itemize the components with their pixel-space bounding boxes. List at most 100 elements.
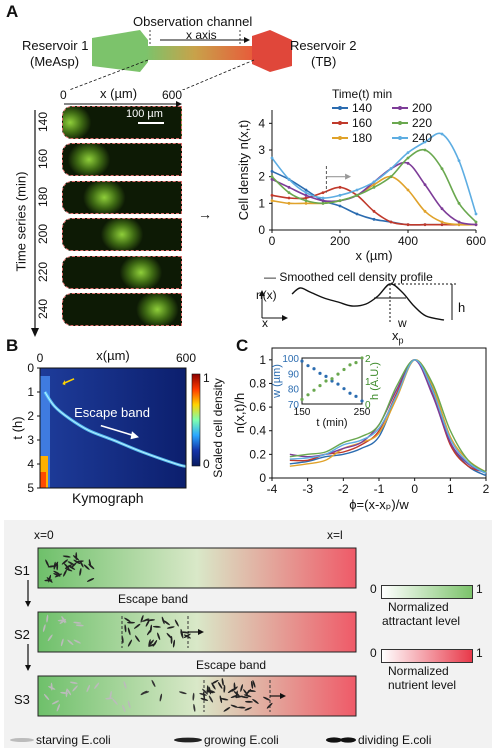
- time-tick-label: 240: [36, 298, 50, 320]
- cell-legend-icons: [10, 737, 356, 743]
- series-220-point: [355, 193, 359, 197]
- y-axis-label: n(x,t)/h: [232, 393, 247, 433]
- legend-marker: [398, 136, 402, 140]
- series-160-point: [406, 223, 410, 227]
- inset-point: [300, 397, 304, 401]
- inset-point: [348, 391, 352, 395]
- ecoli-cell: [161, 616, 165, 625]
- series-240-point: [270, 156, 274, 160]
- ecoli-cell: [60, 691, 69, 694]
- inset-y-tick-label: 90: [288, 369, 300, 380]
- y-tick-label: 0: [27, 361, 34, 375]
- ecoli-cell: [83, 564, 90, 570]
- series-220-point: [440, 167, 444, 171]
- series-240-point: [457, 159, 461, 163]
- series-240-point: [287, 177, 291, 181]
- series-220-point: [389, 175, 393, 179]
- ecoli-cell: [230, 704, 239, 708]
- ecoli-cell: [79, 567, 82, 576]
- series-160-point: [423, 223, 427, 227]
- ecoli-cell: [152, 625, 161, 628]
- sketch-x-arrowhead: [282, 315, 288, 321]
- series-160-point: [304, 196, 308, 200]
- micro-x-arrow: [64, 101, 182, 107]
- profile-xp: xp: [392, 328, 404, 346]
- panel-c-letter: C: [236, 336, 249, 355]
- ecoli-cell: [60, 638, 64, 647]
- x-tick-label: -4: [267, 482, 278, 496]
- x-tick-label: 600: [176, 351, 196, 365]
- panel-b-letter: B: [6, 336, 19, 355]
- inset-point: [330, 377, 334, 381]
- series-180-point: [457, 223, 461, 227]
- series-160-point: [321, 191, 325, 195]
- series-240-point: [355, 188, 359, 192]
- ecoli-cell: [159, 693, 163, 702]
- ecoli-cell: [146, 628, 152, 636]
- ecoli-cell: [166, 626, 175, 629]
- attractant-lo: 0: [370, 582, 377, 596]
- ecoli-cell: [252, 680, 256, 688]
- ecoli-cell: [123, 681, 127, 689]
- schematic-x0: x=0: [34, 528, 54, 542]
- series-160-point: [338, 185, 342, 189]
- ecoli-cell: [133, 623, 141, 629]
- inset-point: [312, 388, 316, 392]
- ecoli-cell: [51, 700, 60, 705]
- ecoli-cell: [56, 704, 61, 712]
- series-220-point: [474, 220, 478, 224]
- series-220-point: [423, 148, 427, 152]
- series-180-point: [423, 209, 427, 213]
- ecoli-cell: [181, 631, 190, 634]
- ecoli-cell: [219, 695, 223, 704]
- ecoli-cell: [211, 680, 219, 685]
- series-180-point: [372, 183, 376, 187]
- legend-label: 240: [412, 131, 432, 145]
- nutrient-label-2: nutrient level: [388, 678, 457, 692]
- ecoli-cell: [62, 555, 71, 558]
- x-axis-label: x (µm): [355, 248, 392, 263]
- time-axis-arrow: [31, 110, 39, 337]
- series-240-point: [406, 151, 410, 155]
- time-tick-label: 140: [36, 111, 50, 133]
- escape-band-core: [44, 391, 187, 467]
- x-tick-label: 0: [411, 482, 418, 496]
- series-140-point: [355, 212, 359, 216]
- ecoli-cell: [43, 693, 50, 701]
- dividing-ecoli-icon: [326, 737, 342, 743]
- series-160-point: [372, 209, 376, 213]
- ecoli-cell: [163, 620, 170, 626]
- collapse-series-line: [289, 359, 487, 473]
- inset-y-tick-label: 70: [288, 400, 300, 411]
- legend-dividing: dividing E.coli: [358, 733, 432, 747]
- series-180-point: [304, 201, 308, 205]
- inset-point: [342, 387, 346, 391]
- series-160-point: [287, 196, 291, 200]
- x-tick-label: -2: [338, 482, 349, 496]
- stage-s1: S1: [14, 563, 30, 578]
- ecoli-cell: [178, 691, 187, 695]
- ecoli-cell: [124, 624, 127, 633]
- escape-band-arrowhead: [130, 431, 139, 440]
- inset-point: [354, 394, 358, 398]
- marker-arrowhead: [345, 173, 352, 180]
- scalebar-label: 100 µm: [126, 108, 163, 120]
- stage-s3: S3: [14, 692, 30, 707]
- inset-point: [342, 367, 346, 372]
- ecoli-cell: [211, 682, 216, 690]
- x-tick-label: 400: [398, 234, 418, 248]
- stage-arrowhead: [25, 601, 31, 607]
- reservoir-1-label: Reservoir 1: [22, 38, 89, 53]
- stage-arrowhead: [25, 665, 31, 671]
- ecoli-cell: [67, 561, 75, 566]
- inset-point: [336, 382, 340, 386]
- ecoli-cell: [151, 679, 156, 688]
- time-series-label: Time series (min): [13, 171, 29, 272]
- y-tick-label: 2: [258, 170, 265, 184]
- kymograph-left-band: [40, 376, 50, 488]
- x-tick-label: 2: [483, 482, 490, 496]
- y-tick-label: 1: [27, 385, 34, 399]
- inset-y2-label: h (A.U.): [369, 362, 381, 400]
- series-200-point: [287, 185, 291, 189]
- microscopy-stack: [62, 106, 182, 336]
